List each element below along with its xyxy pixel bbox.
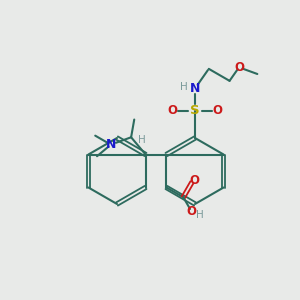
Text: O: O (189, 174, 200, 187)
Text: N: N (190, 82, 200, 95)
Text: O: O (187, 205, 196, 218)
Text: H: H (180, 82, 188, 92)
Text: H: H (138, 135, 146, 145)
Text: O: O (234, 61, 244, 74)
Text: S: S (190, 104, 200, 118)
Text: O: O (212, 104, 223, 118)
Text: O: O (167, 104, 178, 118)
Text: N: N (106, 138, 116, 151)
Text: H: H (196, 210, 204, 220)
